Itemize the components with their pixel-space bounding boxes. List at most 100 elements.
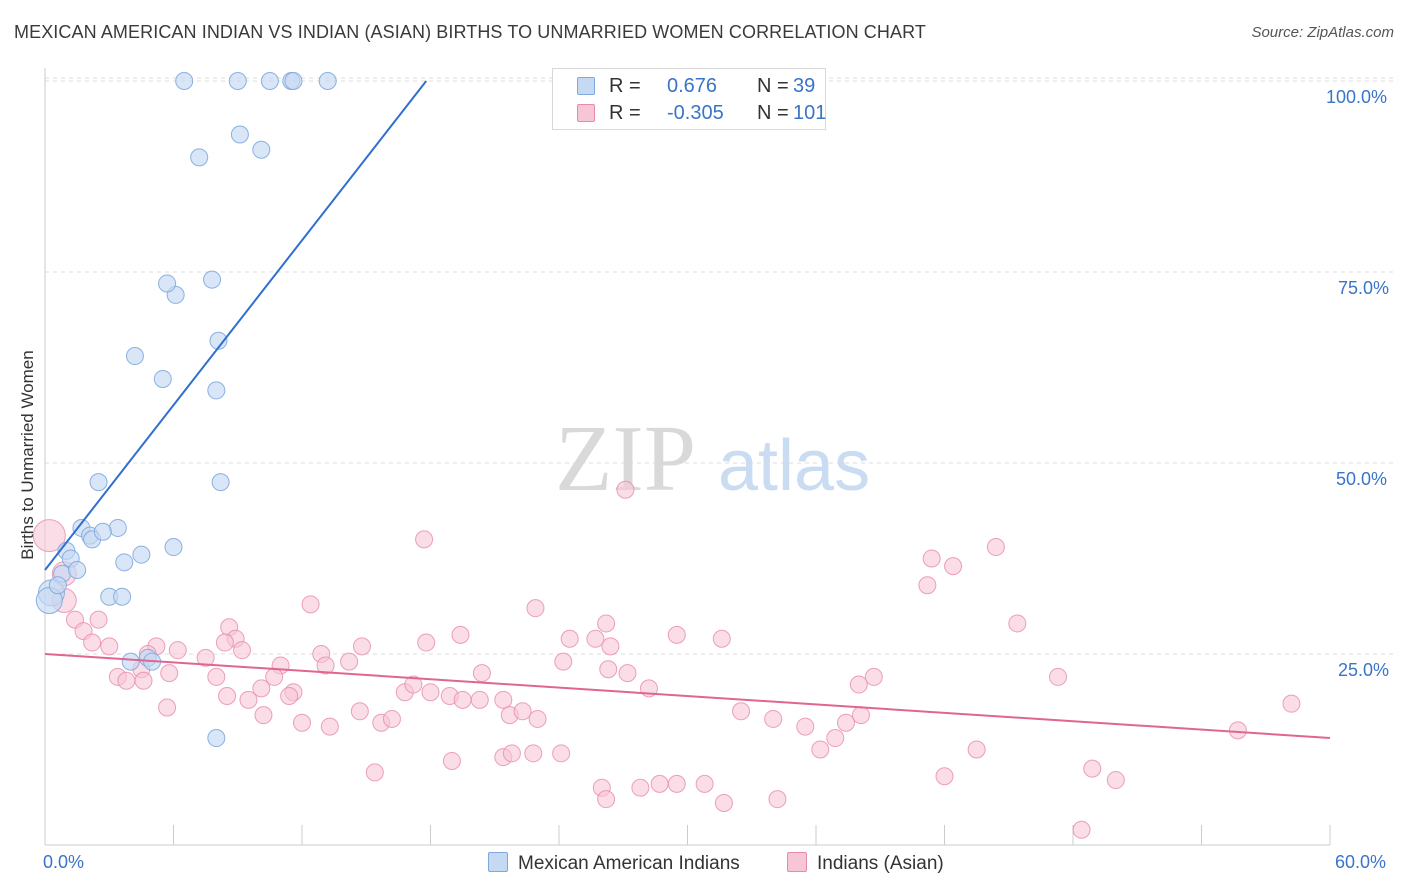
data-point-mexican-american-indians — [209, 331, 228, 350]
data-point-indians-asian — [117, 671, 136, 690]
data-point-indians-asian — [864, 667, 883, 686]
data-point-mexican-american-indians — [132, 545, 151, 564]
data-point-indians-asian — [472, 664, 491, 683]
data-point-indians-asian — [421, 683, 440, 702]
data-point-indians-asian — [352, 637, 371, 656]
data-point-indians-asian — [239, 690, 258, 709]
data-point-indians-asian — [280, 687, 299, 706]
data-point-mexican-american-indians — [207, 381, 226, 400]
data-point-indians-asian — [618, 664, 637, 683]
axes — [44, 68, 1331, 846]
data-point-indians-asian — [526, 599, 545, 618]
y-tick-100: 100.0% — [1326, 87, 1388, 107]
data-point-indians-asian — [597, 614, 616, 633]
data-point-indians-asian — [524, 744, 543, 763]
n-label: N = — [757, 102, 789, 124]
data-point-indians-asian — [586, 629, 605, 648]
data-point-indians-asian — [528, 709, 547, 728]
data-point-indians-asian — [415, 530, 434, 549]
source-credit: Source: ZipAtlas.com — [1251, 24, 1394, 41]
data-point-indians-asian — [922, 549, 941, 568]
data-point-mexican-american-indians — [207, 729, 226, 748]
data-point-mexican-american-indians — [228, 72, 247, 90]
data-point-indians-asian — [196, 648, 215, 667]
data-point-indians-asian — [732, 702, 751, 721]
data-point-indians-asian — [967, 740, 986, 759]
data-point-indians-asian — [83, 633, 102, 652]
data-point-mexican-american-indians — [158, 274, 177, 293]
data-point-indians-asian — [451, 625, 470, 644]
data-point-indians-asian — [944, 557, 963, 576]
r-value: -0.305 — [667, 102, 724, 124]
legend-swatch-pink — [787, 852, 807, 872]
data-point-indians-asian — [340, 652, 359, 671]
data-point-mexican-american-indians — [113, 587, 132, 606]
data-point-mexican-american-indians — [203, 270, 222, 289]
data-point-indians-asian — [350, 702, 369, 721]
y-tick-75: 75.0% — [1338, 278, 1390, 298]
data-point-mexican-american-indians — [93, 522, 112, 541]
data-point-indians-asian — [100, 637, 119, 656]
data-point-indians-asian — [851, 706, 870, 725]
legend-swatch-blue — [577, 77, 595, 95]
watermark-atlas: atlas — [718, 426, 870, 506]
data-point-indians-asian — [849, 675, 868, 694]
x-tick-min: 0.0% — [43, 852, 85, 872]
data-point-indians-asian — [320, 717, 339, 736]
data-point-indians-asian — [160, 664, 179, 683]
n-label: N = — [757, 75, 789, 97]
data-point-mexican-american-indians — [318, 72, 337, 90]
legend-item-mexican-american-indians: Mexican American Indians — [488, 852, 740, 875]
data-point-indians-asian — [134, 671, 153, 690]
y-tick-50: 50.0% — [1336, 469, 1388, 489]
data-point-indians-asian — [650, 774, 669, 793]
data-point-indians-asian — [316, 656, 335, 675]
x-tick-max: 60.0% — [1335, 852, 1387, 872]
data-point-indians-asian — [601, 637, 620, 656]
data-point-indians-asian — [1228, 721, 1247, 740]
data-point-indians-asian — [215, 633, 234, 652]
data-point-indians-asian — [918, 576, 937, 595]
data-point-indians-asian — [667, 625, 686, 644]
data-point-indians-asian — [293, 713, 311, 732]
data-point-mexican-american-indians — [164, 538, 183, 557]
data-point-mexican-american-indians — [121, 652, 140, 671]
data-point-indians-asian — [218, 687, 237, 706]
data-point-mexican-american-indians — [68, 560, 87, 579]
data-point-mexican-american-indians — [230, 125, 249, 144]
n-value: 39 — [793, 75, 816, 97]
data-point-indians-asian — [631, 778, 650, 797]
data-point-indians-asian — [764, 709, 783, 728]
data-point-indians-asian — [560, 629, 579, 648]
data-point-mexican-american-indians — [260, 72, 279, 90]
data-point-indians-asian — [554, 652, 573, 671]
data-point-indians-asian — [254, 706, 273, 725]
data-point-indians-asian — [599, 660, 618, 679]
data-point-mexican-american-indians — [252, 140, 271, 159]
data-point-indians-asian — [552, 744, 571, 763]
data-point-mexican-american-indians — [175, 72, 194, 90]
data-point-indians-asian — [168, 641, 187, 660]
y-tick-25: 25.0% — [1338, 660, 1390, 680]
data-point-indians-asian — [404, 675, 423, 694]
data-point-mexican-american-indians — [211, 473, 230, 492]
data-point-indians-asian — [796, 717, 815, 736]
legend-swatch-pink — [577, 104, 595, 122]
data-point-indians-asian — [1282, 694, 1301, 713]
correlation-legend: R = 0.676 N = 39 R = -0.305 N = 101 — [552, 68, 826, 130]
legend-item-indians-asian: Indians (Asian) — [787, 852, 944, 875]
data-point-mexican-american-indians — [190, 148, 209, 167]
data-point-mexican-american-indians — [125, 347, 144, 366]
data-point-indians-asian — [365, 763, 384, 782]
data-point-mexican-american-indians — [284, 72, 303, 90]
data-point-indians-asian — [453, 690, 472, 709]
data-point-indians-asian — [89, 610, 108, 629]
data-point-indians-asian — [158, 698, 177, 717]
legend-swatch-blue — [488, 852, 508, 872]
data-point-indians-asian — [382, 709, 401, 728]
data-point-indians-asian — [597, 790, 616, 809]
data-point-indians-asian — [1008, 614, 1027, 633]
data-point-indians-asian — [301, 595, 320, 614]
n-value: 101 — [793, 102, 827, 124]
